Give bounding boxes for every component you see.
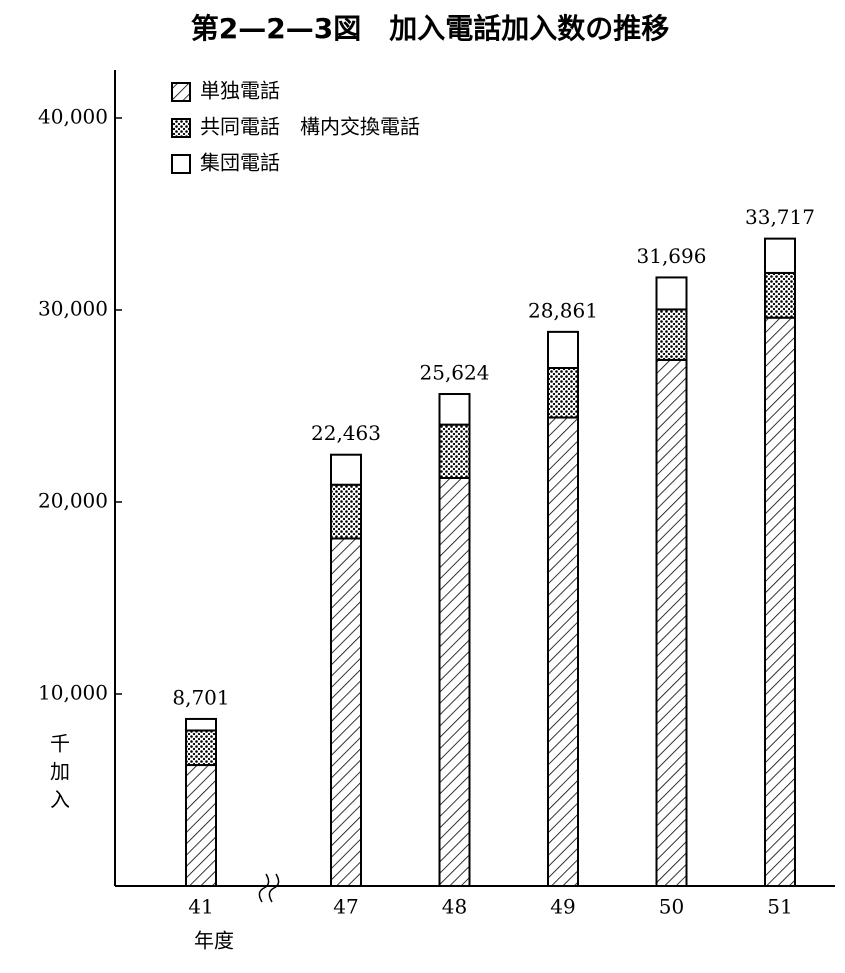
chart-title: 第2—2—3図 加入電話加入数の推移 <box>191 12 669 45</box>
x-axis-label: 年度 <box>194 929 234 953</box>
bar-segment <box>438 423 471 479</box>
total-label: 28,861 <box>528 298 598 322</box>
bar-segment <box>185 717 217 732</box>
legend-label: 単独電話 <box>200 79 280 103</box>
y-tick-label: 30,000 <box>38 297 108 321</box>
total-label: 33,717 <box>745 205 815 229</box>
bar-segment <box>655 358 688 888</box>
x-tick-label: 51 <box>767 895 792 919</box>
bar-segment <box>330 483 362 540</box>
x-tick-label: 41 <box>188 895 213 919</box>
bar-segment <box>764 316 796 887</box>
bar-segment <box>547 330 579 369</box>
y-axis-label: 千加入 <box>47 733 71 817</box>
total-label: 31,696 <box>637 244 707 268</box>
legend-label: 集団電話 <box>200 151 280 175</box>
legend-swatch <box>171 154 191 174</box>
x-tick-label: 50 <box>659 895 684 919</box>
bar-segment <box>655 308 688 361</box>
bar-segment <box>547 366 579 419</box>
legend-swatch <box>171 82 191 102</box>
bar-segment <box>330 453 362 486</box>
x-tick-label: 48 <box>442 895 467 919</box>
bar-segment <box>330 537 362 887</box>
bar-segment <box>655 276 688 311</box>
bar-segment <box>185 729 217 767</box>
total-label: 22,463 <box>311 421 381 445</box>
bar-segment <box>438 477 471 887</box>
x-tick-label: 47 <box>333 895 358 919</box>
y-tick-label: 40,000 <box>38 105 108 129</box>
legend-swatch <box>171 118 191 138</box>
axis-break <box>258 873 280 903</box>
bar-segment <box>185 764 217 887</box>
x-tick-label: 49 <box>550 895 575 919</box>
legend-label: 共同電話 構内交換電話 <box>200 115 420 139</box>
y-tick-label: 20,000 <box>38 489 108 513</box>
bar-segment <box>764 271 796 319</box>
y-tick-label: 10,000 <box>38 681 108 705</box>
bar-segment <box>547 416 579 887</box>
bar-segment <box>438 393 471 426</box>
total-label: 8,701 <box>172 685 229 709</box>
bar-segment <box>764 237 796 274</box>
total-label: 25,624 <box>420 361 490 385</box>
